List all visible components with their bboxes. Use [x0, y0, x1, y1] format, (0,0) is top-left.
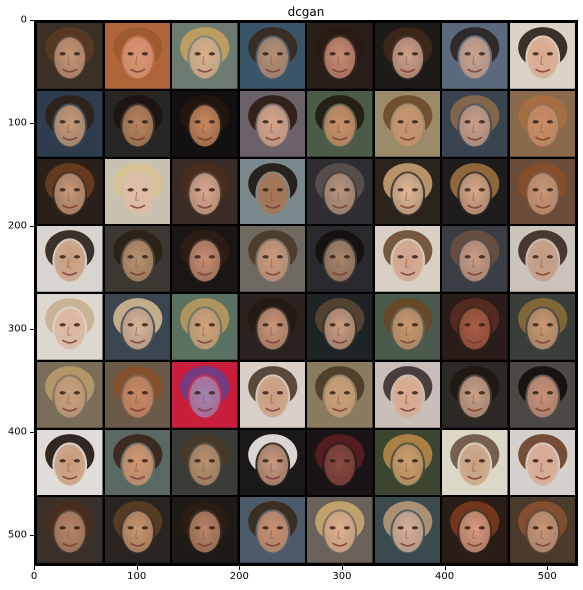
y-tick: [30, 432, 34, 434]
generated-face-tile: [307, 90, 373, 157]
generated-face-tile: [374, 23, 440, 89]
generated-face-tile: [442, 361, 508, 428]
generated-face-tile: [104, 23, 170, 89]
generated-face-tile: [104, 497, 170, 563]
generated-face-tile: [37, 497, 103, 563]
generated-face-tile: [307, 497, 373, 563]
x-tick-label: 300: [332, 571, 352, 582]
generated-face-tile: [307, 294, 373, 360]
x-tick-label: 400: [435, 571, 455, 582]
x-tick: [34, 566, 35, 570]
generated-face-tile: [37, 361, 103, 428]
generated-face-tile: [37, 226, 103, 292]
generated-face-tile: [104, 90, 170, 157]
generated-face-tile: [374, 497, 440, 563]
generated-face-tile: [104, 361, 170, 428]
generated-face-tile: [172, 23, 238, 89]
y-tick: [30, 329, 34, 331]
generated-face-tile: [442, 23, 508, 89]
x-tick: [136, 566, 138, 570]
generated-face-tile: [307, 429, 373, 496]
generated-face-tile: [37, 23, 103, 89]
generated-face-tile: [104, 226, 170, 292]
generated-face-tile: [104, 158, 170, 225]
generated-face-tile: [374, 429, 440, 496]
generated-face-tile: [37, 429, 103, 496]
generated-face-tile: [307, 226, 373, 292]
generated-face-tile: [442, 226, 508, 292]
generated-face-tile: [37, 294, 103, 360]
generated-face-tile: [442, 294, 508, 360]
generated-face-tile: [509, 90, 575, 157]
generated-face-tile: [172, 226, 238, 292]
y-tick: [30, 20, 34, 21]
generated-face-tile: [172, 294, 238, 360]
generated-face-tile: [509, 23, 575, 89]
generated-face-tile: [239, 429, 305, 496]
y-tick-label: 200: [7, 220, 27, 232]
generated-face-tile: [307, 361, 373, 428]
y-tick-label: 500: [7, 529, 27, 541]
x-tick-label: 200: [229, 571, 249, 582]
generated-face-tile: [307, 23, 373, 89]
x-tick-label: 0: [30, 571, 38, 582]
generated-face-tile: [509, 226, 575, 292]
generated-face-tile: [172, 361, 238, 428]
generated-face-tile: [37, 90, 103, 157]
plot-title: dcgan: [287, 5, 325, 19]
generated-face-tile: [374, 158, 440, 225]
generated-face-tile: [374, 294, 440, 360]
generated-face-tile: [509, 497, 575, 563]
generated-face-tile: [509, 158, 575, 225]
x-tick: [444, 566, 446, 570]
generated-face-tile: [172, 158, 238, 225]
y-tick-label: 400: [7, 426, 27, 438]
y-tick: [30, 226, 34, 228]
generated-face-tile: [239, 497, 305, 563]
generated-face-tile: [172, 429, 238, 496]
generated-face-tile: [374, 226, 440, 292]
generated-face-tile: [442, 497, 508, 563]
generated-face-tile: [509, 361, 575, 428]
y-tick-label: 100: [7, 117, 27, 129]
generated-face-tile: [37, 158, 103, 225]
generated-face-tile: [307, 158, 373, 225]
y-tick-label: 0: [20, 14, 27, 26]
image-axes: [34, 20, 578, 566]
generated-face-tile: [239, 158, 305, 225]
x-tick: [239, 566, 241, 570]
x-tick-label: 500: [537, 571, 557, 582]
generated-face-tile: [239, 90, 305, 157]
generated-face-tile: [172, 90, 238, 157]
generated-face-tile: [374, 90, 440, 157]
generated-face-tile: [239, 294, 305, 360]
generated-face-tile: [104, 429, 170, 496]
generated-face-tile: [239, 23, 305, 89]
generated-face-tile: [374, 361, 440, 428]
generated-face-tile: [509, 294, 575, 360]
generated-face-tile: [442, 90, 508, 157]
x-tick: [547, 566, 549, 570]
generated-face-tile: [509, 429, 575, 496]
generated-face-tile: [172, 497, 238, 563]
generated-face-tile: [239, 226, 305, 292]
y-tick: [30, 123, 34, 125]
generated-face-tile: [239, 361, 305, 428]
y-tick-label: 300: [7, 323, 27, 335]
generated-face-tile: [442, 158, 508, 225]
generated-face-tile: [442, 429, 508, 496]
x-tick: [341, 566, 343, 570]
y-tick: [30, 535, 34, 537]
generated-face-tile: [104, 294, 170, 360]
x-tick-label: 100: [127, 571, 147, 582]
